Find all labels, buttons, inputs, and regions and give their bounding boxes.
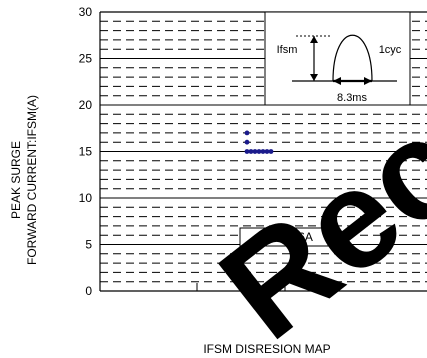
y-tick-label: 10 bbox=[79, 191, 93, 205]
data-point bbox=[252, 149, 258, 154]
inset-ifsm-label: Ifsm bbox=[277, 44, 298, 56]
inset-waveform: Ifsm 1cyc 8.3ms bbox=[264, 11, 411, 106]
watermark-text: Rec bbox=[192, 87, 427, 358]
watermark: Rec bbox=[192, 87, 427, 358]
data-point bbox=[268, 149, 274, 154]
data-point bbox=[248, 149, 254, 154]
y-tick-label: 5 bbox=[85, 238, 92, 252]
inset-cycle-label: 1cyc bbox=[379, 44, 402, 56]
y-axis-label-line1: PEAK SURGE bbox=[9, 141, 23, 219]
inset-arrow-right bbox=[364, 77, 372, 85]
y-tick-label: 30 bbox=[79, 5, 93, 19]
inset-duration-label: 8.3ms bbox=[337, 92, 367, 104]
y-axis-label-line2: FORWARD CURRENT:IFSM(A) bbox=[25, 95, 39, 265]
y-tick-label: 25 bbox=[79, 52, 93, 66]
average-annotation: AVE:15.6A bbox=[239, 227, 329, 247]
inset-half-sine bbox=[332, 34, 373, 82]
y-tick-labels: 0 5 10 15 20 25 30 bbox=[79, 5, 93, 298]
average-label: AVE:15.6A bbox=[255, 230, 313, 244]
inset-arrow-down bbox=[310, 74, 318, 81]
inset-arrow-up bbox=[310, 36, 318, 43]
y-tick-label: 20 bbox=[79, 98, 93, 112]
data-point bbox=[260, 149, 266, 154]
data-point bbox=[244, 149, 250, 154]
data-point bbox=[244, 139, 250, 145]
data-point bbox=[256, 149, 262, 154]
x-axis-label: IFSM DISRESION MAP bbox=[203, 342, 330, 356]
y-tick-label: 15 bbox=[79, 145, 93, 159]
data-point bbox=[264, 149, 270, 154]
y-tick-label: 0 bbox=[85, 284, 92, 298]
grid-lines bbox=[100, 20, 427, 283]
inset-arrow-left bbox=[333, 77, 341, 85]
data-points bbox=[244, 130, 274, 154]
inset-frame bbox=[264, 11, 411, 106]
data-point bbox=[244, 130, 250, 136]
